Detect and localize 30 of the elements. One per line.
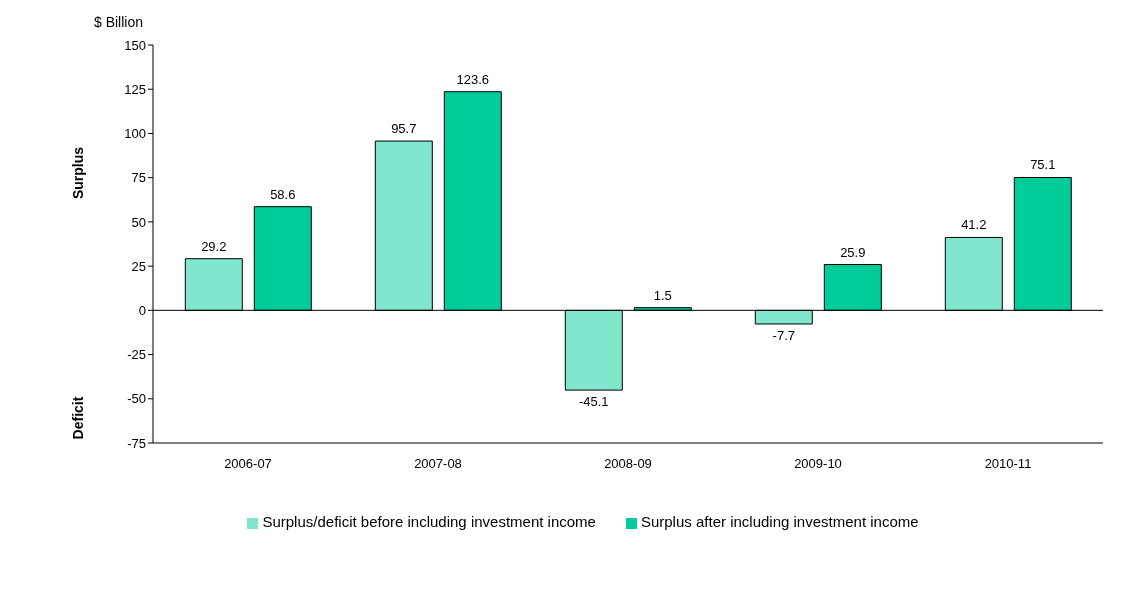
x-tick-label: 2010-11 (984, 456, 1032, 472)
x-tick-label: 2009-10 (794, 456, 842, 472)
data-label: 123.6 (456, 71, 490, 87)
x-tick-label: 2007-08 (414, 456, 462, 472)
y-tick-label: 25 (131, 258, 146, 274)
legend-label: Surplus/deficit before including investment income (262, 513, 596, 530)
y-tick-label: 100 (124, 126, 146, 142)
data-label: 1.5 (653, 287, 672, 303)
y-tick-label: 75 (131, 170, 146, 186)
y-tick-label: -75 (127, 435, 146, 451)
data-label: 29.2 (201, 238, 227, 254)
legend-label: Surplus after including investment income (640, 513, 919, 530)
data-label: -7.7 (772, 327, 795, 343)
data-label: -45.1 (578, 394, 609, 410)
y-tick-label: 50 (131, 214, 146, 230)
y-tick-label: -25 (127, 347, 146, 363)
y-axis-title: $ Billion (94, 14, 144, 30)
text: Deficit (70, 396, 86, 440)
y-tick-label: 150 (124, 37, 146, 53)
y-tick-label: 0 (138, 302, 146, 318)
x-tick-label: 2008-09 (604, 456, 652, 472)
y-tick-label: -50 (127, 391, 146, 407)
data-label: 41.2 (961, 217, 987, 233)
data-label: 25.9 (840, 244, 866, 260)
data-label: 58.6 (270, 186, 296, 202)
data-label: 95.7 (391, 121, 417, 137)
x-tick-label: 2006-07 (224, 456, 272, 472)
y-tick-label: 125 (124, 81, 146, 97)
text: Surplus (70, 146, 86, 200)
data-label: 75.1 (1030, 157, 1056, 173)
